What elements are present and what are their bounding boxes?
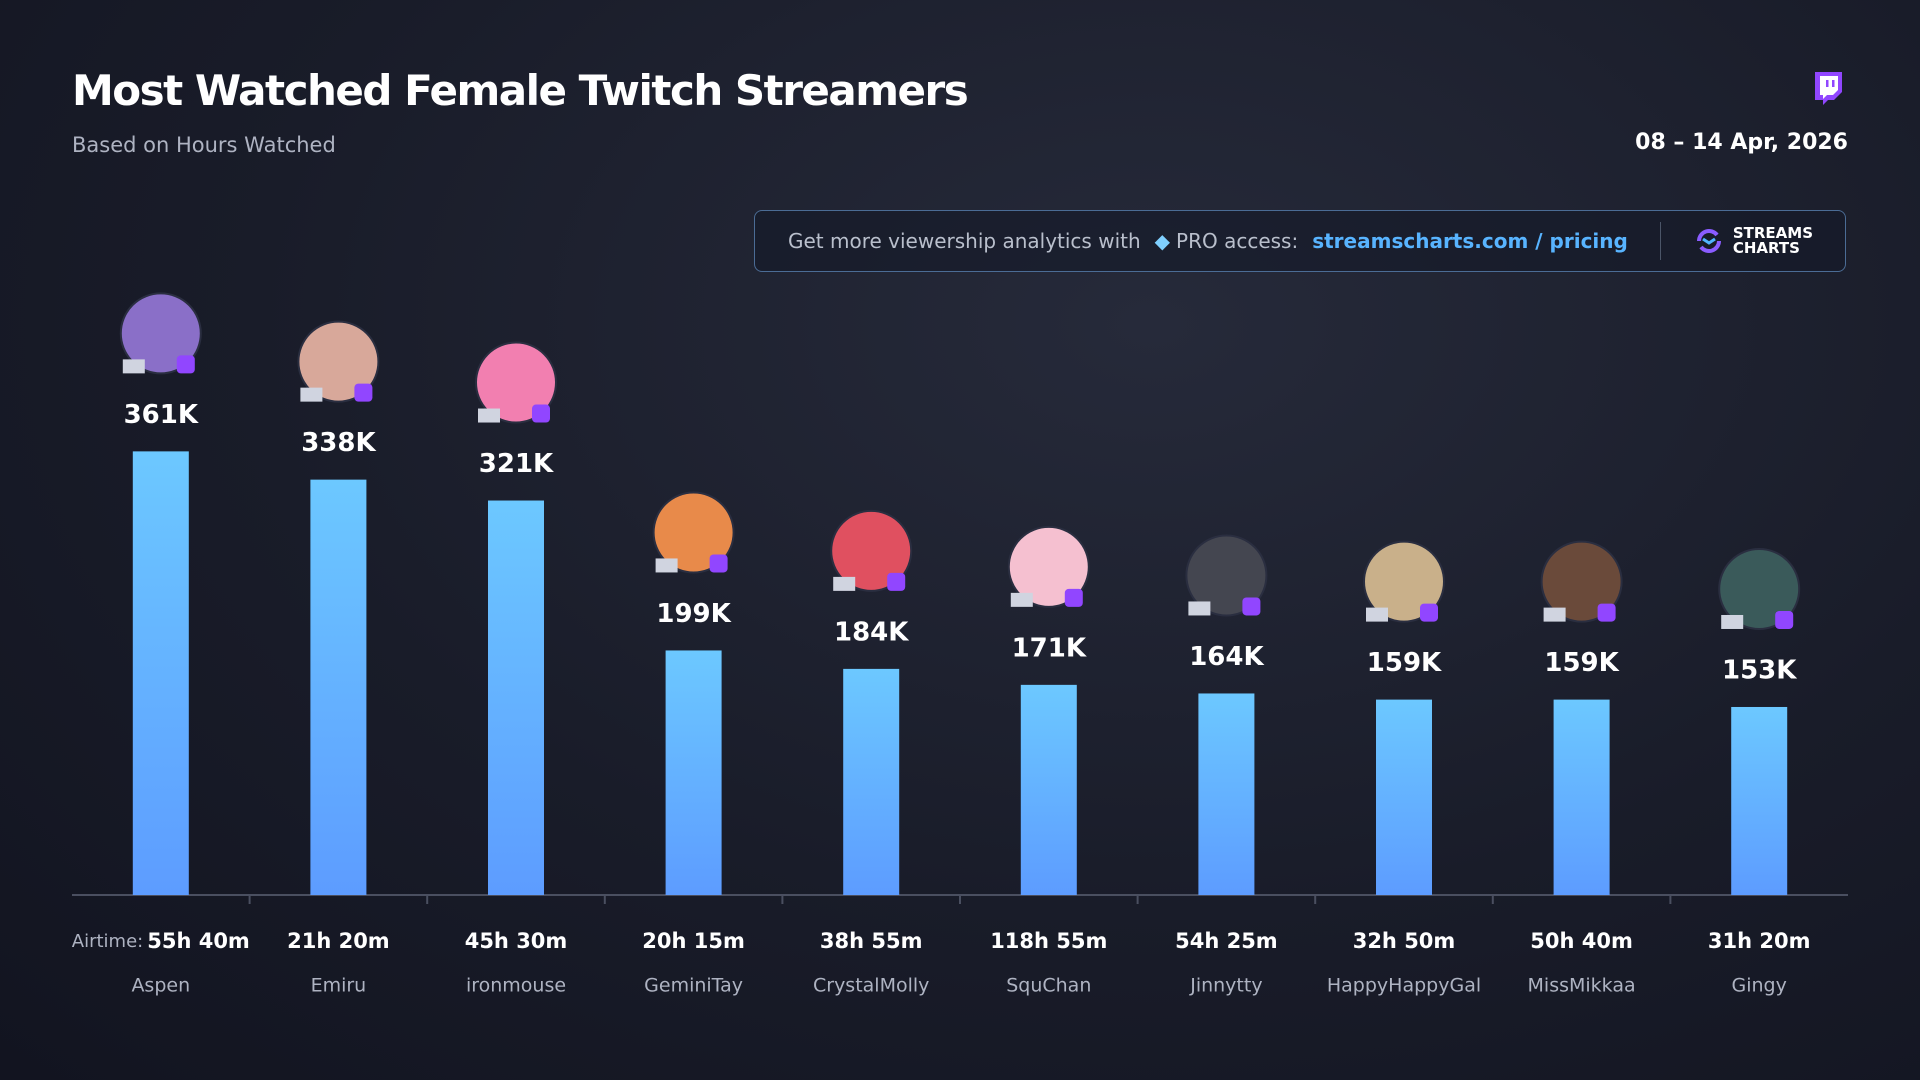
country-flag (1721, 614, 1744, 629)
bar (310, 479, 367, 895)
banner-link[interactable]: streamscharts.com / pricing (1312, 229, 1628, 253)
bar (1731, 706, 1788, 895)
country-flag (833, 576, 856, 591)
airtime: 54h 25m (1175, 929, 1278, 953)
x-tick-label: Jinnytty (1189, 975, 1262, 997)
platform-badge (1597, 603, 1616, 622)
chart-subtitle: Based on Hours Watched (72, 133, 336, 157)
x-tick-label: MissMikkaa (1528, 975, 1636, 997)
value-label: 321K (479, 449, 554, 479)
airtime-value: 45h 30m (465, 929, 568, 953)
airtime-value: 118h 55m (990, 929, 1107, 953)
value-label: 184K (834, 617, 909, 647)
chart-title: Most Watched Female Twitch Streamers (72, 66, 969, 115)
platform-badge (1242, 597, 1261, 616)
platform-badge (532, 404, 550, 423)
avatar (1540, 540, 1623, 623)
bar (1198, 693, 1255, 895)
platform-badge (354, 383, 373, 402)
bar (665, 650, 722, 895)
brand-line: STREAMS (1732, 224, 1814, 242)
airtime-value: 21h 20m (287, 929, 390, 953)
value-label: 159K (1544, 648, 1619, 678)
airtime-value: 50h 40m (1530, 929, 1633, 953)
avatar (1363, 540, 1445, 623)
avatar (119, 292, 202, 375)
avatar (652, 491, 735, 574)
avatar (1007, 525, 1090, 608)
country-flag (122, 359, 145, 374)
bar (1553, 699, 1610, 895)
airtime: 21h 20m (287, 929, 390, 953)
promo-banner[interactable]: Get more viewership analytics with ◆ PRO… (754, 210, 1846, 272)
brand-line: CHARTS (1732, 239, 1800, 257)
date-range: 08 – 14 Apr, 2026 (1635, 130, 1848, 155)
platform-badge (709, 554, 728, 573)
platform-badge (1064, 588, 1083, 607)
twitch-icon (1815, 72, 1842, 105)
separator (1659, 222, 1661, 260)
airtime: Airtime: 55h 40m (72, 929, 250, 953)
value-label: 153K (1722, 655, 1797, 685)
x-tick-label: ironmouse (466, 975, 566, 997)
bar (132, 451, 189, 895)
brand-logo (1696, 229, 1721, 253)
country-flag (1188, 601, 1211, 616)
platform-badge (1420, 603, 1438, 622)
avatar (1718, 547, 1801, 630)
airtime: 31h 20m (1708, 929, 1811, 953)
bar (1376, 699, 1432, 895)
country-flag (1543, 607, 1566, 622)
airtime-value: 54h 25m (1175, 929, 1278, 953)
banner-pro: PRO access: (1176, 229, 1299, 253)
airtime-value: 55h 40m (147, 929, 250, 953)
bar (488, 500, 544, 895)
value-label: 199K (656, 599, 731, 629)
airtime: 20h 15m (642, 929, 745, 953)
x-tick-label: SquChan (1006, 975, 1091, 997)
airtime-value: 32h 50m (1353, 929, 1456, 953)
value-label: 338K (301, 428, 376, 458)
value-label: 361K (124, 400, 199, 430)
airtime-value: 20h 15m (642, 929, 745, 953)
platform-badge (887, 572, 906, 591)
country-flag (1010, 592, 1033, 607)
x-tick-label: Aspen (131, 975, 190, 997)
avatar (297, 320, 380, 403)
airtime: 38h 55m (820, 929, 923, 953)
bar (843, 668, 900, 895)
x-tick-label: CrystalMolly (813, 975, 929, 997)
avatar (1185, 534, 1268, 617)
airtime: 32h 50m (1353, 929, 1456, 953)
avatar (830, 509, 913, 592)
banner-text: Get more viewership analytics with (788, 229, 1141, 253)
bar (1020, 684, 1077, 895)
brand-name: STREAMS CHARTS (1733, 226, 1813, 256)
x-tick-label: Gingy (1732, 975, 1787, 997)
airtime-label: Airtime: (72, 931, 143, 952)
country-flag (300, 387, 323, 402)
country-flag (1366, 607, 1388, 622)
country-flag (478, 408, 500, 423)
value-label: 164K (1189, 642, 1264, 672)
x-tick-label: GeminiTay (644, 975, 743, 997)
x-tick-label: HappyHappyGal (1327, 975, 1481, 997)
gem-icon: ◆ (1154, 229, 1171, 253)
country-flag (655, 558, 678, 573)
value-label: 171K (1012, 633, 1087, 663)
airtime: 45h 30m (465, 929, 568, 953)
airtime: 118h 55m (990, 929, 1107, 953)
platform-badge (1775, 610, 1794, 629)
airtime-value: 38h 55m (820, 929, 923, 953)
platform-badge (176, 355, 195, 374)
airtime-value: 31h 20m (1708, 929, 1811, 953)
x-tick-label: Emiru (311, 975, 367, 997)
value-label: 159K (1367, 648, 1442, 678)
airtime: 50h 40m (1530, 929, 1633, 953)
avatar (475, 341, 557, 424)
